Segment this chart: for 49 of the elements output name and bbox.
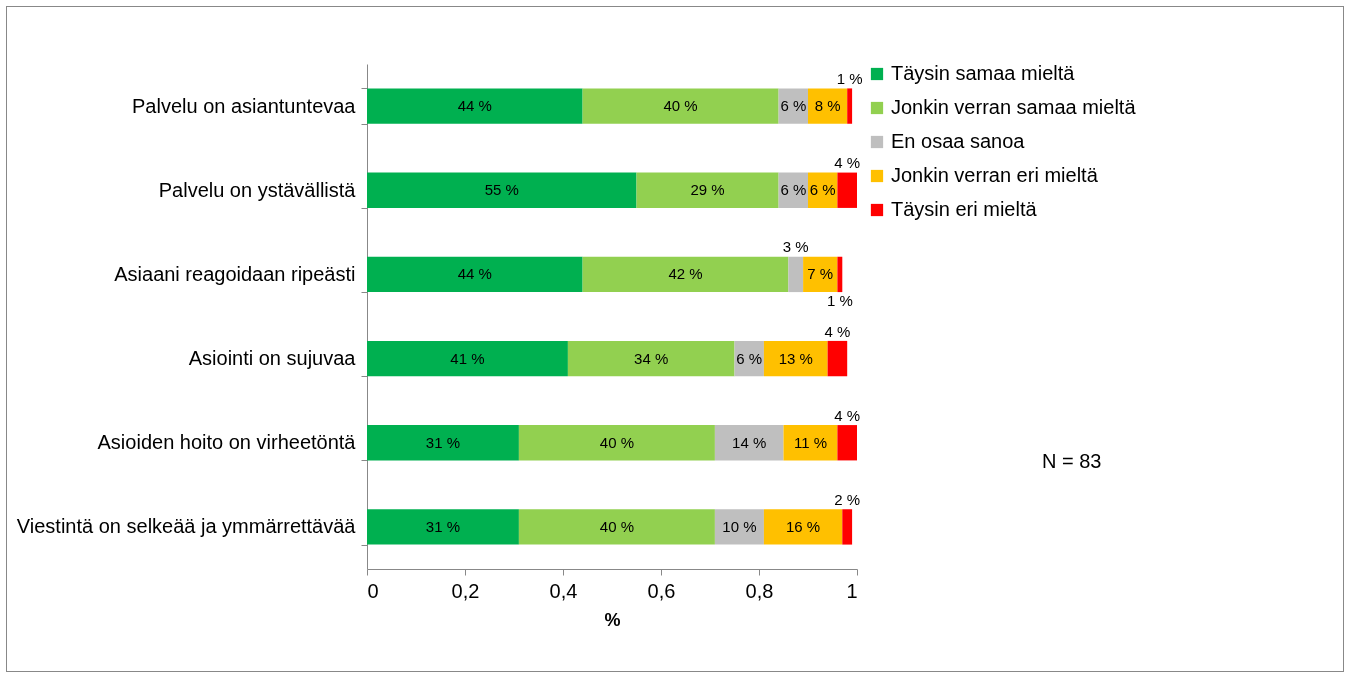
data-label: 29 % xyxy=(690,181,725,199)
legend-label: Jonkin verran eri mieltä xyxy=(891,164,1099,186)
data-label: 4 % xyxy=(824,322,851,340)
data-label: 44 % xyxy=(457,97,492,115)
data-label: 4 % xyxy=(834,154,861,172)
y-tick-label: Palvelu on asiantuntevaa xyxy=(132,94,357,117)
y-tick-label: Viestintä on selkeää ja ymmärrettävää xyxy=(16,515,357,538)
data-label: 1 % xyxy=(826,292,853,310)
data-label: 16 % xyxy=(786,517,821,535)
data-label: 6 % xyxy=(736,349,763,367)
legend-label: En osaa sanoa xyxy=(891,130,1026,152)
legend-label: Täysin eri mieltä xyxy=(891,198,1038,220)
data-label: 4 % xyxy=(834,406,861,424)
data-label: 1 % xyxy=(836,70,863,88)
data-label: 6 % xyxy=(780,181,807,199)
data-label: 8 % xyxy=(814,97,841,115)
data-label: 34 % xyxy=(634,349,669,367)
data-label: 40 % xyxy=(663,97,698,115)
data-label: 10 % xyxy=(722,517,757,535)
data-label: 7 % xyxy=(807,265,834,283)
data-label: 40 % xyxy=(599,517,634,535)
legend-label: Jonkin verran samaa mieltä xyxy=(891,96,1137,118)
data-label: 6 % xyxy=(780,97,807,115)
data-label: 14 % xyxy=(732,433,767,451)
x-axis-title: % xyxy=(604,609,621,630)
y-tick-label: Asioiden hoito on virheetöntä xyxy=(97,431,357,454)
y-tick-label: Asiaani reagoidaan ripeästi xyxy=(114,262,356,285)
data-label: 2 % xyxy=(834,490,861,508)
x-tick-label: 0,4 xyxy=(549,579,578,602)
data-label: 31 % xyxy=(425,433,461,451)
data-label: 11 % xyxy=(793,433,827,451)
legend-label: Täysin samaa mieltä xyxy=(891,62,1076,84)
data-label: 55 % xyxy=(484,181,519,199)
x-tick-label: 0 xyxy=(367,579,379,602)
data-label: 13 % xyxy=(778,349,813,367)
y-tick-label: Palvelu on ystävällistä xyxy=(158,178,357,201)
x-tick-label: 0,6 xyxy=(647,579,676,602)
y-tick-label: Asiointi on sujuvaa xyxy=(188,347,357,370)
x-tick-label: 0,2 xyxy=(451,579,480,602)
text: N = 83 xyxy=(1042,450,1102,473)
data-label: 40 % xyxy=(599,433,634,451)
data-label: 6 % xyxy=(809,181,836,199)
x-tick-label: 0,8 xyxy=(745,579,774,602)
data-label: 44 % xyxy=(457,265,492,283)
data-label: 42 % xyxy=(668,265,703,283)
data-label: 31 % xyxy=(425,517,461,535)
data-label: 3 % xyxy=(782,238,809,256)
x-tick-label: 1 xyxy=(846,579,858,602)
data-label: 41 % xyxy=(450,349,485,367)
